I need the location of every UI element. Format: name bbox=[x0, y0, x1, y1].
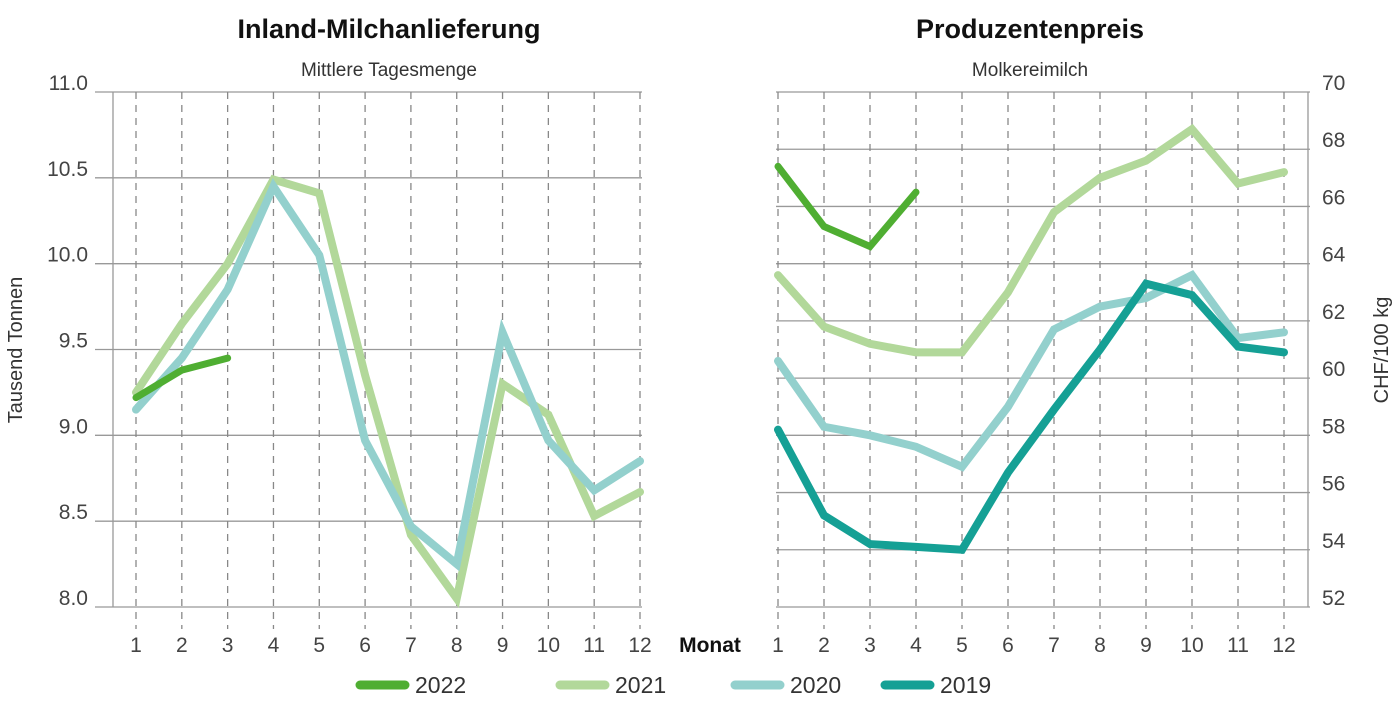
y-tick-label: 68 bbox=[1322, 129, 1345, 152]
legend-label: 2020 bbox=[790, 672, 841, 698]
y-tick-label: 70 bbox=[1322, 72, 1345, 95]
plot-left: 8.08.59.09.510.010.511.01 2 3 4 5 6 7 8 9 10 11 12 bbox=[47, 72, 652, 657]
x-tick-label: 10 bbox=[537, 634, 560, 657]
x-tick-label: 7 bbox=[405, 634, 417, 657]
series-line-2020 bbox=[774, 270, 1288, 472]
y-tick-label: 9.5 bbox=[59, 330, 88, 353]
y-tick-label: 8.0 bbox=[59, 587, 88, 610]
y-tick-label: 10.0 bbox=[47, 244, 88, 267]
x-tick-label: 2 bbox=[818, 634, 830, 657]
y-tick-label: 60 bbox=[1322, 358, 1345, 381]
x-tick-label: 8 bbox=[1094, 634, 1106, 657]
right-chart-title: Produzentenpreis bbox=[916, 14, 1144, 44]
x-tick-label: 9 bbox=[497, 634, 509, 657]
x-tick-label: 2 bbox=[176, 634, 188, 657]
x-tick-label: 3 bbox=[864, 634, 876, 657]
legend: 2022 2021 2020 2019 bbox=[355, 672, 991, 698]
x-tick-label: 6 bbox=[359, 634, 371, 657]
x-tick-label: 6 bbox=[1002, 634, 1014, 657]
legend-item-2020: 2020 bbox=[730, 672, 841, 698]
x-tick-label: 12 bbox=[1272, 634, 1295, 657]
x-tick-label: 9 bbox=[1140, 634, 1152, 657]
y-tick-label: 10.5 bbox=[47, 158, 88, 181]
series-line-2021 bbox=[774, 123, 1288, 357]
y-tick-label: 56 bbox=[1322, 473, 1345, 496]
x-axis-label: Monat bbox=[679, 634, 741, 657]
legend-item-2022: 2022 bbox=[355, 672, 466, 698]
y-tick-label: 54 bbox=[1322, 530, 1346, 553]
x-tick-label: 1 bbox=[130, 634, 142, 657]
x-tick-label: 5 bbox=[313, 634, 325, 657]
y-tick-label: 58 bbox=[1322, 415, 1345, 438]
left-chart-title: Inland-Milchanlieferung bbox=[237, 14, 540, 44]
y-tick-label: 11.0 bbox=[49, 72, 88, 95]
series-line-2019 bbox=[774, 279, 1288, 554]
series-line-2022 bbox=[132, 354, 232, 402]
x-tick-label: 11 bbox=[1227, 634, 1249, 657]
x-tick-label: 12 bbox=[628, 634, 651, 657]
x-tick-label: 3 bbox=[222, 634, 234, 657]
y-tick-label: 9.0 bbox=[59, 415, 88, 438]
y-tick-label: 8.5 bbox=[59, 501, 88, 524]
y-tick-label: 64 bbox=[1322, 244, 1346, 267]
series-line-2021 bbox=[132, 174, 644, 609]
x-tick-label: 10 bbox=[1180, 634, 1203, 657]
left-chart-subtitle: Mittlere Tagesmenge bbox=[301, 60, 477, 81]
y-tick-label: 62 bbox=[1322, 301, 1345, 324]
legend-item-2021: 2021 bbox=[555, 672, 666, 698]
x-tick-label: 7 bbox=[1048, 634, 1060, 657]
x-tick-label: 4 bbox=[268, 634, 280, 657]
x-tick-label: 5 bbox=[956, 634, 968, 657]
x-tick-label: 4 bbox=[910, 634, 922, 657]
x-tick-label: 8 bbox=[451, 634, 463, 657]
legend-label: 2022 bbox=[415, 672, 466, 698]
legend-label: 2021 bbox=[615, 672, 666, 698]
y-tick-label: 66 bbox=[1322, 186, 1345, 209]
x-tick-label: 11 bbox=[583, 634, 605, 657]
series-line-2020 bbox=[132, 178, 644, 572]
right-chart-subtitle: Molkereimilch bbox=[972, 60, 1088, 81]
x-tick-label: 1 bbox=[772, 634, 784, 657]
legend-label: 2019 bbox=[940, 672, 991, 698]
legend-item-2019: 2019 bbox=[880, 672, 991, 698]
y-tick-label: 52 bbox=[1322, 587, 1345, 610]
left-y-axis-label: Tausend Tonnen bbox=[5, 277, 27, 423]
series-line-2022 bbox=[774, 162, 920, 251]
right-y-axis-label: CHF/100 kg bbox=[1371, 297, 1393, 404]
